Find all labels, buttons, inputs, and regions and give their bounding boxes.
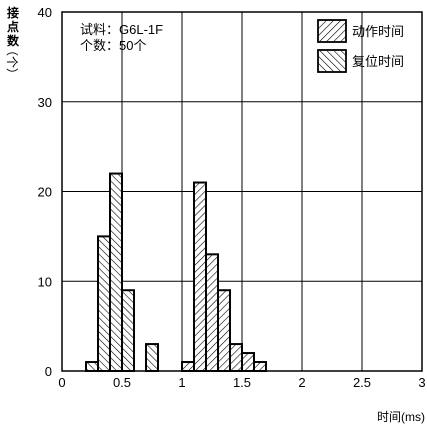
y-tick-label: 20 [38, 185, 52, 200]
histogram-bar [85, 361, 99, 372]
y-tick-label: 0 [45, 364, 52, 379]
x-tick-label: 0 [58, 375, 65, 390]
histogram-bar [205, 253, 219, 372]
x-tick-label: 1 [178, 375, 185, 390]
y-tick-label: 30 [38, 95, 52, 110]
histogram-bar [109, 172, 123, 372]
histogram-bar [217, 289, 231, 373]
y-axis-unit: （个） [5, 44, 19, 80]
y-tick-label: 10 [38, 274, 52, 289]
x-tick-label: 3 [418, 375, 425, 390]
histogram-bar [121, 289, 135, 373]
x-tick-label: 2.5 [353, 375, 371, 390]
legend-label: 动作时间 [352, 24, 404, 39]
histogram-bar [253, 361, 267, 372]
annotation-line: 试料：G6L-1F [80, 22, 163, 37]
legend-swatch [317, 19, 347, 43]
histogram-bar [229, 343, 243, 373]
plot-frame [61, 11, 423, 372]
histogram-bar [181, 361, 195, 372]
y-axis-label-text: 接点数 [6, 6, 19, 48]
histogram-bar [241, 352, 255, 372]
bars [85, 172, 267, 373]
histogram-bar [193, 181, 207, 372]
legend-label: 复位时间 [352, 54, 404, 69]
x-tick-label: 2 [298, 375, 305, 390]
histogram-bar [145, 343, 159, 373]
x-tick-label: 0.5 [113, 375, 131, 390]
x-tick-label: 1.5 [233, 375, 251, 390]
x-axis-label: 时间(ms) [377, 410, 425, 424]
annotation-line: 个数：50个 [80, 38, 146, 53]
histogram-bar [97, 235, 111, 372]
y-tick-label: 40 [38, 5, 52, 20]
legend-swatch [317, 49, 347, 73]
